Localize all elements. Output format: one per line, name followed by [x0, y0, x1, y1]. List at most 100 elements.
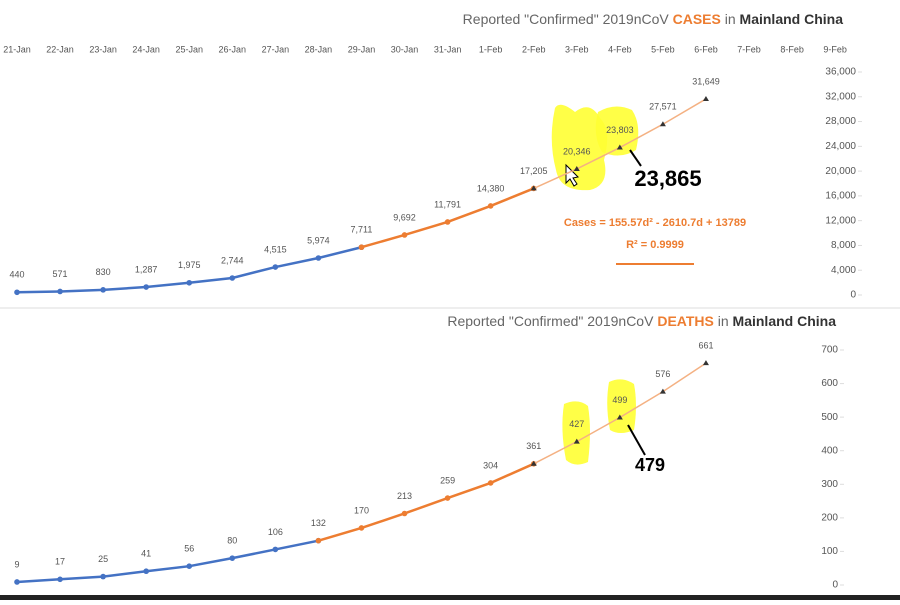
x-tick-label: 5-Feb	[651, 44, 675, 54]
x-tick-label: 8-Feb	[780, 44, 804, 54]
x-tick-label: 21-Jan	[3, 44, 31, 54]
x-tick-label: 7-Feb	[737, 44, 761, 54]
y-tick-label: 100	[821, 546, 838, 557]
point	[702, 95, 709, 101]
y-tick-label: 36,000	[825, 67, 856, 78]
point	[358, 525, 365, 531]
point	[487, 203, 494, 209]
x-tick-label: 24-Jan	[132, 44, 160, 54]
data-label: 576	[655, 369, 670, 379]
data-label: 9	[14, 559, 19, 569]
annotation: Cases = 155.57d² - 2610.7d + 13789	[564, 217, 746, 229]
point	[358, 244, 365, 251]
title-part: in	[714, 313, 733, 329]
point	[702, 360, 709, 366]
point	[272, 264, 279, 270]
data-label: 25	[98, 554, 108, 564]
title-part: CASES	[673, 11, 721, 27]
data-label: 17	[55, 557, 65, 567]
title-part: DEATHS	[657, 313, 714, 329]
y-tick-label: 400	[821, 445, 838, 456]
x-tick-label: 22-Jan	[46, 44, 74, 54]
y-tick-label: 8,000	[831, 240, 856, 251]
pointer-line	[629, 149, 642, 167]
point	[315, 255, 322, 261]
point	[487, 480, 494, 486]
highlight	[562, 401, 590, 465]
y-tick-label: 0	[850, 290, 856, 301]
data-label: 11,791	[434, 199, 461, 209]
x-tick-label: 6-Feb	[694, 44, 718, 54]
data-label: 5,974	[307, 235, 330, 245]
data-label: 17,205	[520, 166, 548, 176]
data-label: 427	[569, 419, 584, 429]
point	[143, 284, 149, 290]
point	[401, 510, 408, 517]
point	[616, 414, 623, 420]
x-tick-label: 30-Jan	[391, 44, 419, 54]
y-tick-label: 600	[821, 378, 838, 389]
point	[573, 438, 580, 444]
highlight	[607, 379, 636, 433]
point	[57, 576, 63, 583]
bottom-bar	[0, 595, 900, 600]
chart-title: Reported "Confirmed" 2019nCoV DEATHS in …	[447, 313, 836, 329]
point	[530, 460, 537, 466]
annotation: R² = 0.9999	[626, 239, 684, 251]
data-label: 27,571	[649, 102, 677, 112]
point	[616, 144, 623, 150]
data-label: 440	[9, 270, 24, 280]
point	[401, 232, 408, 238]
point	[659, 388, 666, 394]
y-tick-label: 700	[821, 345, 838, 356]
x-tick-label: 4-Feb	[608, 44, 632, 54]
point	[530, 185, 537, 191]
data-label: 170	[354, 505, 369, 515]
x-tick-label: 27-Jan	[262, 44, 290, 54]
point	[100, 287, 106, 293]
title-part: Reported "Confirmed" 2019nCoV	[447, 313, 657, 329]
data-label: 1,287	[135, 264, 158, 274]
y-tick-label: 200	[821, 512, 838, 523]
y-tick-label: 20,000	[825, 166, 856, 177]
cursor	[565, 163, 580, 187]
y-tick-label: 24,000	[825, 141, 856, 152]
y-tick-label: 32,000	[825, 91, 856, 102]
title-part: in	[721, 11, 740, 27]
point	[100, 573, 106, 580]
data-label: 41	[141, 549, 151, 559]
x-tick-label: 2-Feb	[522, 44, 546, 54]
x-tick-label: 28-Jan	[305, 44, 333, 54]
y-tick-label: 16,000	[825, 191, 856, 202]
point	[659, 121, 666, 127]
series-line	[318, 462, 535, 542]
data-label: 23,803	[606, 125, 634, 135]
data-label: 106	[268, 527, 283, 537]
data-label: 361	[526, 441, 541, 451]
data-label: 259	[440, 475, 455, 485]
data-label: 4,515	[264, 244, 287, 254]
point	[229, 555, 236, 561]
data-label: 2,744	[221, 255, 244, 265]
data-label: 9,692	[393, 212, 416, 222]
title-part: Mainland China	[740, 11, 844, 27]
title-part: Mainland China	[733, 313, 837, 329]
data-label: 80	[227, 536, 237, 546]
y-tick-label: 0	[832, 580, 838, 591]
data-label: 1,975	[178, 260, 201, 270]
point	[444, 219, 451, 225]
y-tick-label: 500	[821, 412, 838, 423]
data-label: 31,649	[692, 76, 720, 86]
x-tick-label: 31-Jan	[434, 44, 462, 54]
point	[315, 537, 322, 544]
data-label: 499	[612, 395, 627, 405]
y-tick-label: 28,000	[825, 116, 856, 127]
data-label: 213	[397, 491, 412, 501]
point	[272, 546, 279, 553]
point	[229, 275, 236, 281]
point	[573, 165, 580, 171]
title-part: Reported "Confirmed" 2019nCoV	[463, 11, 673, 27]
x-tick-label: 29-Jan	[348, 44, 376, 54]
